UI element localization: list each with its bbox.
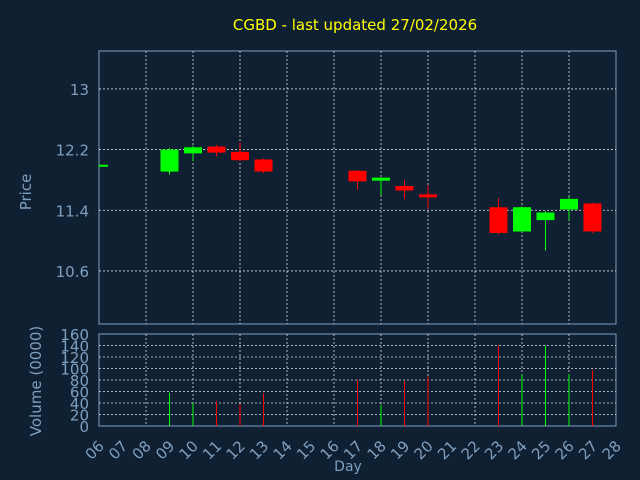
x-tick-label: 19: [387, 437, 413, 463]
volume-axis-label: Volume (0000): [27, 326, 45, 436]
x-tick-label: 08: [129, 437, 155, 463]
x-tick-label: 23: [481, 437, 507, 463]
candle-body: [160, 149, 179, 172]
x-tick-label: 11: [199, 437, 225, 463]
x-tick-label: 25: [528, 437, 554, 463]
x-tick-label: 06: [82, 437, 108, 463]
x-tick-label: 21: [434, 437, 460, 463]
volume-tick-label: 120: [60, 349, 89, 367]
x-tick-label: 22: [458, 437, 484, 463]
volume-tick-label: 20: [70, 407, 89, 425]
candle-body: [254, 159, 273, 172]
x-tick-label: 26: [552, 437, 578, 463]
candle-body: [536, 212, 555, 221]
candle-body: [372, 177, 390, 181]
x-tick-label: 18: [364, 437, 390, 463]
chart-title: CGBD - last updated 27/02/2026: [233, 16, 477, 34]
x-tick-label: 07: [105, 437, 131, 463]
price-tick-label: 11.4: [56, 202, 89, 220]
volume-tick-label: 160: [60, 326, 89, 344]
x-tick-label: 09: [152, 437, 178, 463]
price-tick-label: 13: [70, 81, 89, 99]
price-plot-area: [98, 50, 617, 325]
candle-body: [395, 185, 414, 191]
x-tick-label: 12: [223, 437, 249, 463]
x-tick-label: 28: [599, 437, 625, 463]
x-tick-label: 27: [575, 437, 601, 463]
x-tick-label: 10: [176, 437, 202, 463]
candle-body: [489, 207, 508, 233]
volume-tick-label: 40: [70, 395, 89, 413]
candle-body: [99, 164, 108, 167]
volume-tick-label: 100: [60, 361, 89, 379]
candle-body: [419, 194, 437, 198]
volume-tick-label: 60: [70, 384, 89, 402]
price-panel: 10.6 11.4 12.2 13 Price: [17, 50, 617, 325]
x-tick-label: 14: [270, 437, 296, 463]
x-tick-label: 13: [246, 437, 272, 463]
price-tick-label: 12.2: [56, 142, 89, 160]
x-tick-label: 20: [411, 437, 437, 463]
x-tick-label: 24: [505, 437, 531, 463]
volume-tick-label: 0: [79, 418, 89, 436]
candle-body: [560, 198, 578, 210]
price-axis-label: Price: [17, 174, 35, 211]
candle-body: [348, 170, 367, 182]
candle-body: [207, 146, 226, 153]
x-axis-label: Day: [334, 459, 362, 475]
candle-body: [583, 203, 602, 232]
volume-tick-label: 80: [70, 372, 89, 390]
candle-body: [184, 147, 202, 154]
volume-tick-label: 140: [60, 338, 89, 356]
price-tick-label: 10.6: [56, 263, 89, 281]
candle-body: [513, 207, 531, 232]
x-tick-label: 15: [293, 437, 319, 463]
candle-body: [231, 151, 249, 161]
